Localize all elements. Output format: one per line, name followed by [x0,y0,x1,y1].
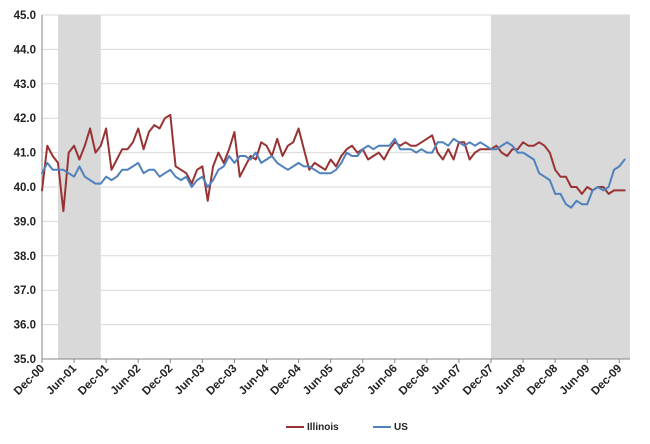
y-tick-label: 42.0 [14,113,36,125]
x-tick-label: Dec-03 [204,363,239,398]
x-tick-label: Jun-09 [558,363,593,398]
x-tick-label: Jun-07 [429,363,464,398]
x-tick-label: Dec-07 [461,363,496,398]
gridlines [42,14,630,326]
x-tick-label: Jun-06 [365,363,400,398]
x-tick-label: Dec-08 [525,362,561,398]
x-tick-label: Jun-04 [237,362,272,397]
series-line-us [41,137,626,209]
legend: Illinois US [286,422,408,433]
x-tick-label: Dec-09 [589,363,624,398]
x-tick-label: Dec-01 [76,362,112,398]
legend-label-illinois: Illinois [307,422,339,433]
x-tick-label: Dec-02 [140,363,175,398]
y-tick-label: 44.0 [14,44,36,56]
x-tick-label: Dec-05 [333,362,369,398]
y-tick-label: 40.0 [14,182,36,194]
x-tick-label: Jun-01 [44,362,79,397]
legend-label-us: US [394,422,408,433]
series-lines [41,113,626,213]
series-line-illinois [41,113,626,213]
x-tick-label: Jun-05 [301,362,336,397]
y-tick-label: 38.0 [14,251,36,263]
y-tick-label: 35.0 [14,354,36,366]
x-tick-label: Dec-00 [12,363,47,398]
x-tick-label: Jun-08 [494,362,529,397]
x-tick-label: Jun-03 [173,363,208,398]
y-tick-label: 41.0 [14,148,36,160]
y-tick-label: 39.0 [14,216,36,228]
x-tick-label: Dec-06 [397,363,432,398]
x-tick-labels: Dec-00Jun-01Dec-01Jun-02Dec-02Jun-03Dec-… [12,362,624,398]
y-tick-label: 45.0 [14,10,36,22]
y-tick-labels: 35.0 36.0 37.0 38.0 39.0 40.0 41.0 42.0 43.0 44.0… [14,10,36,366]
x-tick-label: Dec-04 [269,362,305,398]
y-tick-label: 37.0 [14,285,36,297]
x-tick-label: Jun-02 [109,363,144,398]
y-tick-label: 36.0 [14,320,36,332]
y-tick-label: 43.0 [14,79,36,91]
